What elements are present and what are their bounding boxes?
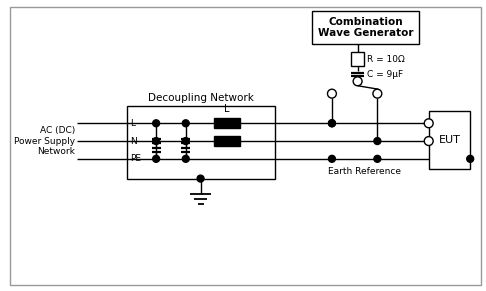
Circle shape [353,77,362,86]
Circle shape [182,138,189,145]
Circle shape [153,138,159,145]
Text: N: N [130,136,137,146]
Circle shape [153,120,159,127]
Text: L: L [225,104,230,114]
Circle shape [467,155,474,162]
Circle shape [424,119,433,128]
Text: Decoupling Network: Decoupling Network [148,93,254,102]
Circle shape [197,175,204,182]
Circle shape [182,120,189,127]
Circle shape [329,120,335,127]
Circle shape [374,138,381,145]
Bar [214,136,240,146]
Text: R = 10Ω: R = 10Ω [367,55,405,63]
Text: C = 9μF: C = 9μF [367,70,403,79]
Circle shape [424,136,433,146]
Bar [312,11,419,44]
Circle shape [153,155,159,162]
Text: Earth Reference: Earth Reference [328,167,401,176]
Bar [351,52,364,66]
Text: EUT: EUT [438,135,460,145]
Bar [126,107,275,179]
Circle shape [374,155,381,162]
Circle shape [328,89,336,98]
Bar [214,118,240,128]
Text: PE: PE [130,154,141,163]
Text: Combination
Wave Generator: Combination Wave Generator [318,17,413,38]
Text: AC (DC)
Power Supply
Network: AC (DC) Power Supply Network [14,126,75,156]
Text: L: L [130,119,136,128]
Circle shape [329,155,335,162]
Bar [429,111,470,169]
Circle shape [373,89,382,98]
Circle shape [329,120,335,127]
Circle shape [182,155,189,162]
